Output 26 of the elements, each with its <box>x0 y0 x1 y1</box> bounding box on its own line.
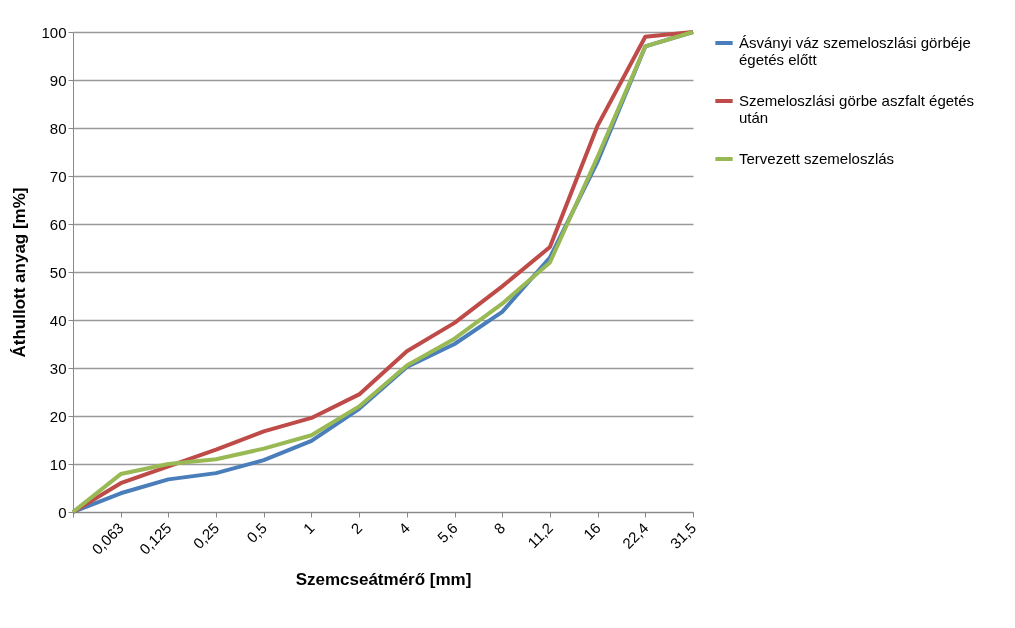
x-tick-label: 11,2 <box>524 519 557 552</box>
legend-label: Tervezett szemeloszlás <box>739 150 895 167</box>
x-tick-label: 4 <box>395 519 413 538</box>
x-axis-title: Szemcseátmérő [mm] <box>295 569 472 589</box>
y-tick-label: 60 <box>49 215 67 233</box>
y-tick-label: 30 <box>49 359 67 377</box>
y-tick-label: 40 <box>49 311 67 329</box>
y-tick-label: 10 <box>49 455 67 473</box>
x-tick-label: 2 <box>347 519 366 538</box>
x-tick-label: 16 <box>579 519 604 543</box>
x-tick-label: 0,5 <box>243 519 270 546</box>
y-tick-label: 50 <box>49 263 67 281</box>
legend-label: Ásványi váz szemeloszlási görbéje égetés előtt <box>739 34 971 68</box>
y-tick-label: 80 <box>49 119 67 137</box>
y-tick-label: 90 <box>49 71 67 89</box>
y-tick-label: 20 <box>49 407 67 425</box>
y-tick-label: 0 <box>58 503 67 521</box>
x-tick-label: 31,5 <box>666 519 700 552</box>
x-tick-label: 1 <box>299 519 318 538</box>
legend-label: Szemeloszlási görbe aszfalt égetés után <box>739 92 975 126</box>
y-tick-label: 70 <box>49 167 67 185</box>
y-axis-title: Áthullott anyag [m%] <box>10 187 30 358</box>
x-tick-label: 0,25 <box>189 519 223 552</box>
x-tick-label: 8 <box>490 519 509 538</box>
x-tick-label: 5,6 <box>433 519 461 546</box>
y-tick-label: 100 <box>41 23 67 41</box>
